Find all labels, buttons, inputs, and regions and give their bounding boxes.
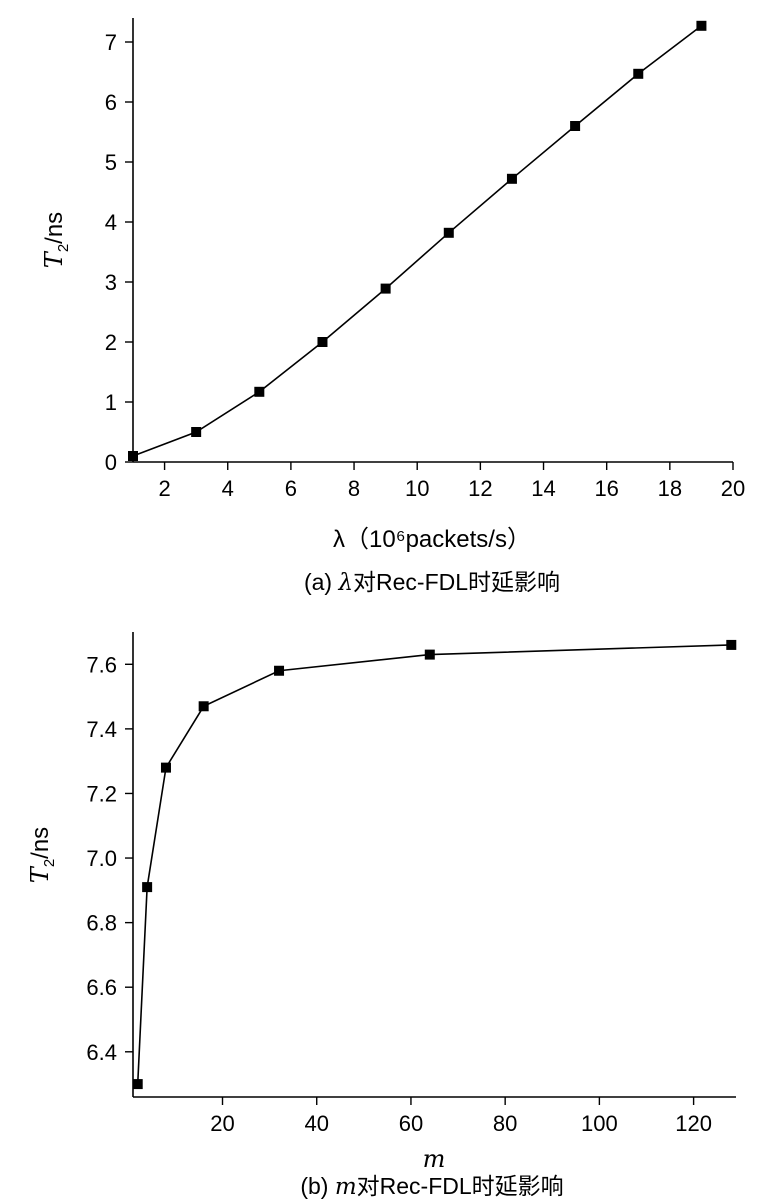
chart-a-y-axis-label-main: T bbox=[40, 250, 68, 268]
chart-b-data-point bbox=[274, 665, 285, 676]
chart-a-data-point bbox=[191, 427, 202, 437]
chart-b: 20 40 60 80 100 120 6.4 6.6 6.8 7.0 7.2 7.4 7.6 m T… bbox=[26, 632, 737, 1200]
chart-b-y-axis-label-main: T bbox=[26, 865, 54, 883]
chart-b-x-tick-label: 40 bbox=[304, 1111, 328, 1136]
chart-a-y-ticks: 0 1 2 3 4 5 6 7 bbox=[105, 30, 133, 475]
chart-b-data-point bbox=[198, 701, 209, 712]
chart-b-x-tick-label: 20 bbox=[210, 1111, 234, 1136]
chart-a-y-axis-label-sub: 2 bbox=[55, 244, 72, 252]
chart-a-data-point bbox=[380, 283, 391, 294]
chart-b-y-axis-label-rest: /ns bbox=[27, 827, 54, 859]
chart-b-caption-var: m bbox=[335, 1174, 357, 1200]
chart-a-caption-prefix: (a) bbox=[304, 569, 339, 595]
chart-a-x-tick-label: 10 bbox=[405, 476, 429, 501]
chart-a-x-tick-label: 14 bbox=[531, 476, 555, 501]
chart-b-y-tick-label: 6.8 bbox=[86, 911, 117, 936]
chart-a-x-tick-label: 8 bbox=[348, 476, 360, 501]
chart-b-y-tick-label: 7.4 bbox=[86, 717, 117, 742]
chart-b-x-tick-label: 60 bbox=[399, 1111, 423, 1136]
chart-b-y-tick-label: 7.6 bbox=[86, 652, 117, 677]
chart-a-x-axis-label: λ（10⁶packets/s） bbox=[333, 526, 531, 553]
chart-a-x-tick-label: 20 bbox=[721, 476, 745, 501]
chart-b-x-ticks: 20 40 60 80 100 120 bbox=[210, 1097, 712, 1136]
chart-b-y-tick-label: 7.2 bbox=[86, 781, 117, 806]
chart-b-x-tick-label: 120 bbox=[675, 1111, 712, 1136]
chart-b-caption-rest: 对Rec-FDL时延影响 bbox=[357, 1173, 564, 1199]
chart-a-data-point bbox=[696, 20, 707, 31]
chart-b-y-axis-label: T2/ns bbox=[26, 827, 58, 883]
chart-b-data-point bbox=[160, 762, 171, 773]
chart-a-y-tick-label: 1 bbox=[105, 390, 117, 415]
chart-a-data-point bbox=[443, 227, 454, 238]
chart-a-x-tick-label: 12 bbox=[468, 476, 492, 501]
chart-b-x-axis-label: m bbox=[423, 1145, 446, 1173]
chart-a-x-tick-label: 2 bbox=[158, 476, 170, 501]
chart-b-axes bbox=[132, 632, 736, 1098]
chart-a-y-tick-label: 4 bbox=[105, 210, 117, 235]
chart-a-y-tick-label: 0 bbox=[105, 450, 117, 475]
chart-b-data-point bbox=[142, 882, 153, 893]
chart-a-series-line bbox=[132, 25, 702, 457]
chart-a-y-tick-label: 7 bbox=[105, 30, 117, 55]
chart-a-x-tick-label: 18 bbox=[658, 476, 682, 501]
chart-b-x-tick-label: 80 bbox=[493, 1111, 517, 1136]
chart-a-data-point bbox=[633, 68, 644, 79]
chart-b-data-point bbox=[424, 649, 435, 660]
chart-a-data-point bbox=[317, 337, 328, 347]
chart-a-y-tick-label: 5 bbox=[105, 150, 117, 175]
chart-b-data-point bbox=[726, 639, 737, 650]
chart-a-x-tick-label: 4 bbox=[222, 476, 234, 501]
chart-b-series bbox=[132, 639, 737, 1090]
chart-a-y-tick-label: 2 bbox=[105, 330, 117, 355]
chart-b-series-line bbox=[136, 644, 732, 1085]
chart-a-axes bbox=[132, 18, 733, 463]
chart-b-y-tick-label: 6.6 bbox=[86, 975, 117, 1000]
chart-b-y-ticks: 6.4 6.6 6.8 7.0 7.2 7.4 7.6 bbox=[86, 652, 133, 1065]
chart-b-y-tick-label: 6.4 bbox=[86, 1040, 117, 1065]
chart-a-y-axis-label: T2/ns bbox=[40, 212, 72, 268]
chart-b-data-point bbox=[132, 1079, 143, 1090]
chart-a-caption: (a) λ对Rec-FDL时延影响 bbox=[304, 569, 560, 596]
chart-a-y-axis-label-rest: /ns bbox=[41, 212, 68, 244]
chart-a-caption-var: λ bbox=[337, 570, 353, 596]
chart-b-x-tick-label: 100 bbox=[581, 1111, 618, 1136]
chart-b-y-tick-label: 7.0 bbox=[86, 846, 117, 871]
chart-a-series bbox=[128, 20, 707, 461]
chart-a-data-point bbox=[254, 386, 265, 397]
chart-a-y-tick-label: 3 bbox=[105, 270, 117, 295]
chart-a-x-tick-label: 6 bbox=[285, 476, 297, 501]
chart-b-y-axis-label-sub: 2 bbox=[41, 859, 58, 867]
chart-a-data-point bbox=[128, 451, 138, 461]
chart-a-x-tick-label: 16 bbox=[594, 476, 618, 501]
chart-a-caption-rest: 对Rec-FDL时延影响 bbox=[353, 569, 560, 595]
chart-a-data-point bbox=[506, 173, 517, 184]
chart-b-caption-prefix: (b) bbox=[300, 1173, 335, 1199]
chart-a-x-ticks: 2 4 6 8 10 12 14 16 18 20 bbox=[158, 462, 745, 501]
chart-a-data-point bbox=[570, 121, 581, 131]
chart-b-caption: (b) m对Rec-FDL时延影响 bbox=[300, 1173, 563, 1200]
chart-a-y-tick-label: 6 bbox=[105, 90, 117, 115]
